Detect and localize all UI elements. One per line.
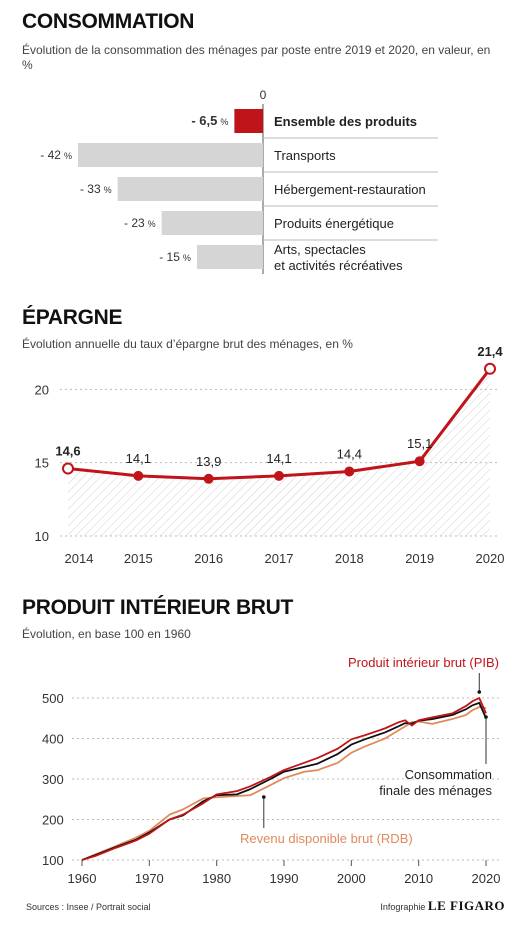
- bar: [234, 109, 263, 133]
- brand-credit: Infographie LE FIGARO: [380, 898, 505, 914]
- bar-value-label: - 33%: [80, 182, 112, 196]
- pib-subtitle: Évolution, en base 100 en 1960: [22, 627, 191, 641]
- x-tick-label: 1970: [135, 871, 164, 886]
- data-label: 13,9: [196, 454, 221, 469]
- bar: [117, 177, 264, 201]
- data-point: [62, 462, 74, 475]
- data-label: 15,1: [407, 436, 432, 451]
- x-tick-label: 2014: [65, 551, 94, 566]
- pib-series-label: Produit intérieur brut (PIB): [348, 655, 499, 670]
- data-label: 14,6: [55, 444, 80, 459]
- data-label: 14,1: [266, 451, 291, 466]
- category-label: Ensemble des produits: [274, 114, 417, 129]
- y-tick-label: 300: [42, 772, 64, 787]
- category-label: Hébergement-restauration: [274, 182, 426, 197]
- x-tick-label: 2000: [337, 871, 366, 886]
- category-label: Arts, spectacles: [274, 242, 366, 257]
- x-tick-label: 1960: [68, 871, 97, 886]
- bar-value-label: - 15%: [159, 250, 191, 264]
- conso-series-label: finale des ménages: [379, 783, 492, 798]
- consommation-title: CONSOMMATION: [22, 10, 195, 33]
- y-tick-label: 15: [35, 456, 49, 471]
- x-tick-label: 2019: [405, 551, 434, 566]
- rdb-series-label: Revenu disponible brut (RDB): [240, 831, 413, 846]
- x-tick-label: 2017: [265, 551, 294, 566]
- data-point: [203, 473, 214, 484]
- data-point: [274, 470, 284, 481]
- bar: [78, 143, 263, 167]
- x-tick-label: 2020: [476, 551, 505, 566]
- x-tick-label: 2016: [194, 551, 223, 566]
- epargne-chart: 10 15 20 14,6 2014 14,1 2015 13,9 2016 14,1 2017 14…: [35, 344, 505, 566]
- consommation-chart: 0- 6,5% Ensemble des produits- 42% Transpo…: [40, 88, 438, 274]
- consommation-subtitle: Évolution de la consommation des ménages…: [22, 43, 491, 72]
- data-point: [344, 466, 355, 477]
- pib-title: PRODUIT INTÉRIEUR BRUT: [22, 596, 294, 619]
- infographie-label: Infographie: [380, 902, 426, 912]
- y-tick-label: 200: [42, 813, 64, 828]
- y-tick-label: 20: [35, 382, 49, 397]
- pib-leader-dot: [477, 690, 482, 694]
- sources-note: Sources : Insee / Portrait social: [26, 902, 151, 912]
- data-label: 14,4: [337, 446, 362, 461]
- series-line: [81, 697, 487, 861]
- conso-series-label: Consommation: [405, 767, 492, 782]
- bar: [196, 245, 263, 269]
- bar-value-label: - 23%: [124, 216, 156, 230]
- y-tick-label: 100: [42, 853, 64, 868]
- x-tick-label: 2018: [335, 551, 364, 566]
- y-tick-label: 500: [42, 691, 64, 706]
- area-fill: [68, 368, 490, 536]
- category-label: Produits énergétique: [274, 216, 394, 231]
- x-tick-label: 1990: [270, 871, 299, 886]
- conso-leader-dot: [484, 715, 488, 719]
- pib-chart: 100 200 300 400 500 1960 1970 1980 1990 2000 2010 2…: [42, 655, 501, 886]
- x-tick-label: 2015: [124, 551, 153, 566]
- epargne-title: ÉPARGNE: [22, 306, 123, 329]
- data-point: [414, 456, 425, 467]
- series-line: [81, 706, 487, 861]
- le-figaro-logo: LE FIGARO: [427, 898, 505, 913]
- y-tick-label: 10: [35, 529, 49, 544]
- x-tick-label: 2020: [472, 871, 501, 886]
- data-label: 21,4: [477, 344, 503, 359]
- data-point: [133, 470, 144, 481]
- data-label: 14,1: [126, 451, 151, 466]
- category-label: et activités récréatives: [274, 258, 403, 273]
- rdb-leader-dot: [262, 795, 266, 799]
- bar-value-label: - 42%: [40, 148, 72, 162]
- y-tick-label: 400: [42, 732, 64, 747]
- bar: [161, 211, 263, 235]
- zero-label: 0: [260, 88, 267, 102]
- category-label: Transports: [274, 148, 336, 163]
- epargne-subtitle: Évolution annuelle du taux d’épargne bru…: [22, 337, 353, 351]
- x-tick-label: 2010: [404, 871, 433, 886]
- data-point: [484, 362, 496, 375]
- x-tick-label: 1980: [202, 871, 231, 886]
